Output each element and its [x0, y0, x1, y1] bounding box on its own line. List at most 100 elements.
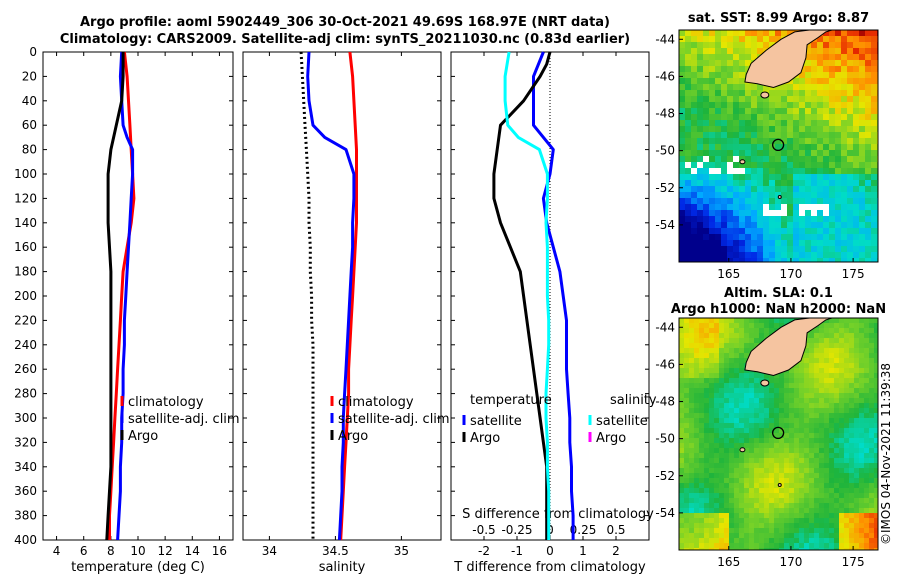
sla_map-cell [834, 448, 840, 454]
sla_map-cell [729, 493, 735, 499]
sst_map-cell [859, 156, 866, 163]
sla_map-cell [679, 338, 685, 344]
sst_map-cell [739, 234, 746, 241]
sla_map-cell [824, 398, 830, 404]
sla_map-cell [854, 478, 860, 484]
sla_map-cell [729, 383, 735, 389]
sla_map-cell [714, 503, 720, 509]
sla_map-cell [809, 378, 815, 384]
sla_map-cell [724, 363, 730, 369]
sla_map-cell [834, 373, 840, 379]
sst_map-cell [781, 216, 788, 223]
sla_map-cell [714, 373, 720, 379]
sst_map-cell [847, 240, 854, 247]
sla_map-cell [814, 423, 820, 429]
sla_map-cell [724, 518, 730, 524]
sst_map-cell [721, 222, 728, 229]
sla_map-cell [829, 418, 835, 424]
sla_map-cell [684, 538, 690, 544]
sst_map-cell [811, 42, 818, 49]
sla_map-cell [754, 463, 760, 469]
secondary-axis-label: S difference from climatology [462, 507, 654, 522]
sla_map-cell [729, 398, 735, 404]
sla_map-cell [784, 458, 790, 464]
sla_map-cell [754, 393, 760, 399]
sst_map-cell [739, 78, 746, 85]
sla_map-cell [799, 408, 805, 414]
sst_map-cell [847, 48, 854, 55]
sla_map-float-marker [771, 426, 785, 440]
sla_map-cell [704, 523, 710, 529]
sst_map-cell [733, 54, 740, 61]
sla_map-cell [759, 408, 765, 414]
sla_map-cell [824, 548, 830, 550]
sla_map-cell [804, 383, 810, 389]
sst_map-cell [769, 240, 776, 247]
sla_map-cell [804, 543, 810, 549]
sla_map-cell [844, 538, 850, 544]
sst_map-cell [787, 78, 794, 85]
sla_map-cell [859, 473, 865, 479]
sla_map-cell [834, 393, 840, 399]
sla_map-cell [739, 533, 745, 539]
sst_map-cell [769, 234, 776, 241]
sla_map-cell [724, 358, 730, 364]
sla_map-cell [769, 398, 775, 404]
sst_map-cell [727, 132, 734, 139]
sla_map-cell [794, 543, 800, 549]
sla_map-cell [799, 453, 805, 459]
sla_map-cell [814, 543, 820, 549]
sla_map-cell [809, 428, 815, 434]
sst_map-cell [835, 252, 842, 259]
sst_map-cell [841, 252, 848, 259]
sla_map-cell [749, 503, 755, 509]
sla_map-cell [729, 418, 735, 424]
sla_map-cell [749, 398, 755, 404]
sst_map-cell [793, 234, 800, 241]
sla_map-cell [694, 538, 700, 544]
sst_map-cell [691, 156, 698, 163]
sla_map-cell [739, 478, 745, 484]
sla_map-cell [729, 393, 735, 399]
sla_map-cell [709, 503, 715, 509]
sla_map-cell [854, 418, 860, 424]
sla_map-cell [839, 488, 845, 494]
sla_map-cell [734, 468, 740, 474]
sla_map-cell [744, 518, 750, 524]
sla_map-cell [854, 323, 860, 329]
sla_map-cell [679, 543, 685, 549]
sla_map-cell [774, 483, 780, 489]
sst_map-cell [865, 120, 872, 127]
sla_map-cell [774, 423, 780, 429]
sst_map-cell [727, 90, 734, 97]
sst_map-cell [709, 114, 716, 121]
sst_map-cell [811, 126, 818, 133]
sst_map-cell [817, 168, 824, 175]
sla_map-cell [779, 518, 785, 524]
sla_map-cell [834, 443, 840, 449]
sla_map-cell [769, 538, 775, 544]
sst_map-cell [871, 240, 878, 247]
sla_map-cell [869, 473, 875, 479]
sla_map-cell [869, 318, 875, 324]
sla_map-cell [804, 528, 810, 534]
sla_map-cell [849, 468, 855, 474]
sst_map-cell [841, 234, 848, 241]
sst_map-cell [805, 258, 812, 262]
sla_map-cell [824, 503, 830, 509]
temperature-frame [42, 51, 234, 541]
sla_map-cell [734, 368, 740, 374]
sst_map-cell [745, 228, 752, 235]
sla_map-cell [744, 323, 750, 329]
sla_map-cell [719, 413, 725, 419]
sla_map-cell [864, 458, 870, 464]
sla_map-cell [854, 338, 860, 344]
sla_map-cell [764, 453, 770, 459]
sst_map-cell [769, 102, 776, 109]
sla_map-cell [759, 473, 765, 479]
sla_map-cell [839, 343, 845, 349]
sla_map-cell [699, 343, 705, 349]
sst_map-cell [787, 228, 794, 235]
sla_map-cell [834, 413, 840, 419]
sla_map-cell [814, 328, 820, 334]
